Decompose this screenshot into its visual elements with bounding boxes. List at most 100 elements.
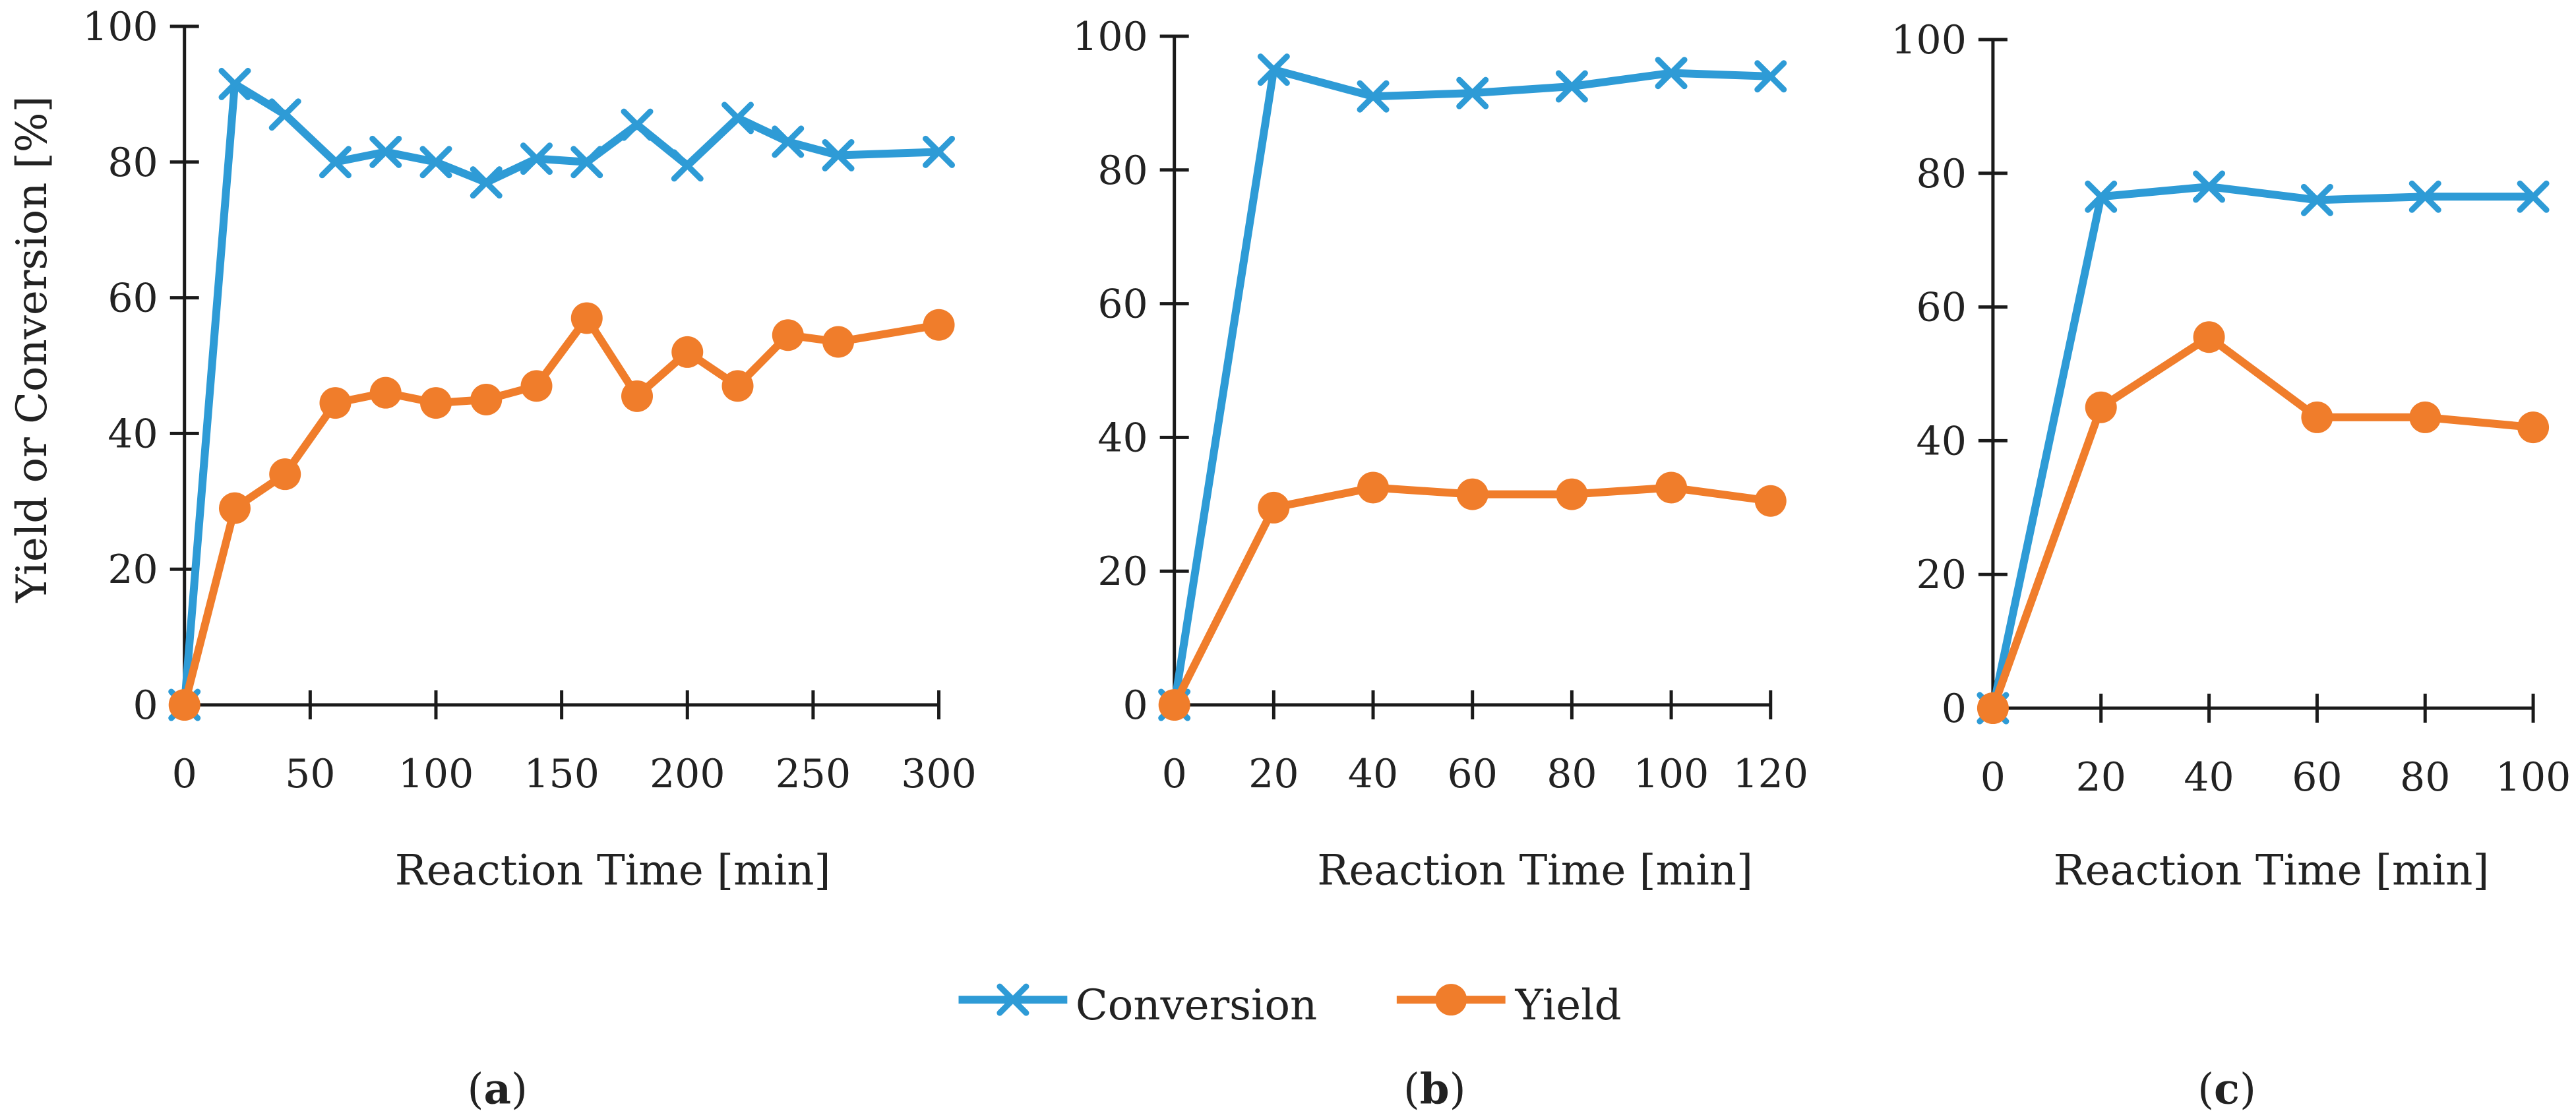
conversion-point-stroke-2 (419, 146, 452, 179)
conversion-point-stroke-2 (570, 146, 603, 179)
yield-point (419, 387, 452, 419)
yield-point (2517, 411, 2550, 444)
conversion-point-stroke-2 (268, 98, 301, 131)
conversion-point (1257, 53, 1290, 86)
legend-item-conversion: Conversion (958, 981, 1317, 1030)
yield-point (621, 380, 654, 412)
panel-label-open-paren: ( (1403, 1066, 1420, 1114)
x-tick-label: 0 (1162, 751, 1187, 797)
yield-point (1754, 485, 1787, 517)
y-tick-label: 40 (107, 411, 158, 457)
y-tick-label: 100 (82, 4, 158, 50)
yield-point (2193, 321, 2225, 353)
panel-label-close-paren: ) (1450, 1066, 1466, 1114)
conversion-point (2085, 180, 2118, 213)
conversion-point-stroke-2 (2408, 180, 2441, 213)
legend-conversion-label: Conversion (1076, 981, 1317, 1030)
yield-point (168, 689, 200, 721)
x-axis-title: Reaction Time [min] (1317, 846, 1753, 895)
y-tick-label: 60 (1917, 285, 1967, 331)
legend-yield-label: Yield (1515, 981, 1622, 1030)
conversion-point (419, 146, 452, 179)
chart-panel-a: 0 20 40 60 80 100 0 50 100 150 200 250 300 Reaction T… (8, 4, 977, 1114)
conversion-point-stroke-2 (2517, 180, 2550, 213)
conversion-point-stroke-2 (1456, 76, 1489, 109)
x-tick-label: 20 (2076, 754, 2126, 800)
conversion-point-stroke-2 (520, 142, 553, 175)
panel-label-close-paren: ) (2240, 1066, 2256, 1114)
conversion-point (1754, 60, 1787, 93)
conversion-point (621, 108, 654, 141)
y-tick-label: 40 (1097, 415, 1148, 461)
conversion-point-stroke-2 (2300, 183, 2333, 216)
yield-point (1456, 478, 1488, 510)
yield-point (470, 383, 503, 415)
yield-point (822, 326, 855, 358)
conversion-point (2193, 170, 2226, 203)
panel-label: (b) (1403, 1065, 1466, 1114)
conversion-point (671, 149, 704, 182)
panel-label-open-paren: ( (468, 1066, 484, 1114)
y-tick-label: 0 (133, 682, 158, 729)
legend-conversion-x-marker (997, 983, 1029, 1016)
x-tick-label: 150 (524, 751, 599, 797)
yield-point (570, 302, 603, 334)
chart-panel-b: 0 20 40 60 80 100 0 20 40 60 80 100 120 Reaction Time… (1072, 14, 1808, 1114)
conversion-point (1456, 76, 1489, 109)
conversion-point (721, 102, 754, 135)
x-axis-title: Reaction Time [min] (395, 846, 831, 895)
conversion-point (1655, 57, 1688, 90)
x-tick-label: 80 (2400, 754, 2450, 800)
conversion-point (2300, 183, 2333, 216)
x-tick-label: 120 (1733, 751, 1808, 797)
yield-series-line (1988, 333, 2538, 713)
y-tick-label: 100 (1891, 17, 1967, 63)
x-axis-title: Reaction Time [min] (2054, 846, 2490, 895)
yield-point (1158, 689, 1190, 721)
x-tick-label: 80 (1547, 751, 1597, 797)
conversion-point (218, 67, 251, 100)
legend: Conversion Yield (958, 981, 1622, 1030)
yield-point (520, 370, 553, 402)
yield-point (2409, 401, 2441, 433)
x-tick-label: 100 (398, 751, 474, 797)
yield-point (1258, 491, 1290, 524)
x-tick-label: 50 (285, 751, 335, 797)
panel-label: (c) (2197, 1065, 2256, 1114)
legend-yield-circle-marker (1435, 984, 1467, 1016)
x-tick-label: 100 (1634, 751, 1709, 797)
yield-point (269, 458, 301, 491)
y-tick-label: 60 (107, 276, 158, 322)
legend-conversion-x-stroke-2 (997, 983, 1029, 1016)
conversion-point-stroke-2 (923, 135, 956, 168)
legend-item-yield: Yield (1396, 981, 1622, 1030)
y-tick-label: 80 (107, 140, 158, 186)
x-tick-label: 250 (776, 751, 851, 797)
conversion-point-stroke-2 (1357, 80, 1390, 113)
conversion-point-stroke-2 (1655, 57, 1688, 90)
x-tick-label: 40 (1348, 751, 1398, 797)
conversion-point (319, 146, 352, 179)
y-tick-label: 0 (1122, 682, 1148, 729)
conversion-point-stroke-2 (2085, 180, 2118, 213)
conversion-point-stroke-2 (671, 149, 704, 182)
y-tick-label: 80 (1917, 151, 1967, 197)
panel-label: (a) (468, 1065, 528, 1114)
y-tick-label: 20 (107, 547, 158, 593)
yield-point (1655, 471, 1688, 504)
conversion-point (1555, 70, 1588, 103)
panel-label-open-paren: ( (2197, 1066, 2214, 1114)
conversion-point-stroke-2 (1754, 60, 1787, 93)
y-tick-label: 100 (1072, 14, 1148, 60)
yield-point (1556, 478, 1588, 510)
yield-point (721, 370, 754, 402)
conversion-point (1357, 80, 1390, 113)
x-tick-label: 100 (2496, 754, 2571, 800)
conversion-point-stroke-2 (772, 125, 805, 158)
y-tick-label: 40 (1917, 418, 1967, 464)
y-tick-label: 0 (1942, 686, 1967, 732)
yield-point (369, 377, 402, 409)
conversion-point-stroke-2 (2193, 170, 2226, 203)
